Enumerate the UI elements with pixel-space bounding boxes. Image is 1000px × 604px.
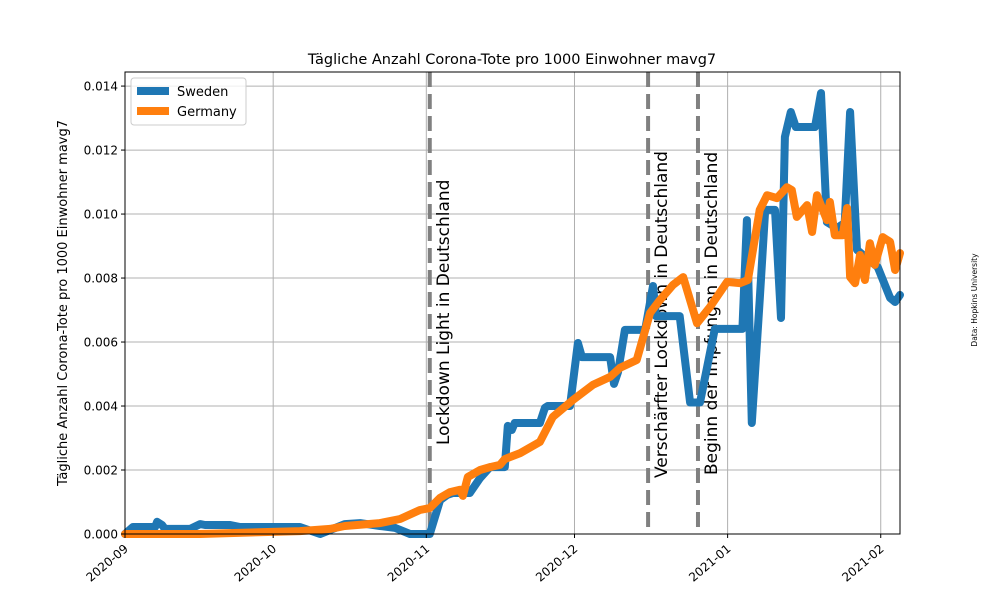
y-tick-label: 0.000 xyxy=(84,528,118,542)
y-tick-label: 0.014 xyxy=(84,80,118,94)
event-label: Beginn der Impfungen in Deutschland xyxy=(702,152,722,475)
y-axis-label: Tägliche Anzahl Corona-Tote pro 1000 Ein… xyxy=(56,120,71,487)
legend: Sweden Germany xyxy=(130,77,247,126)
x-tick-label: 2020-10 xyxy=(232,542,279,585)
event-lines: Lockdown Light in Deutschland Verschärfte… xyxy=(427,72,722,534)
series-lines xyxy=(121,89,904,538)
axis-ticks: 2020-09 2020-10 2020-11 2020-12 2021-01 2021-… xyxy=(84,80,887,585)
chart-title: Tägliche Anzahl Corona-Tote pro 1000 Ein… xyxy=(307,52,716,68)
y-tick-label: 0.002 xyxy=(84,464,118,478)
x-tick-label: 2021-02 xyxy=(839,542,886,585)
y-tick-label: 0.010 xyxy=(84,208,118,222)
event-label: Lockdown Light in Deutschland xyxy=(434,180,454,445)
legend-label: Sweden xyxy=(177,85,228,100)
legend-label: Germany xyxy=(177,105,237,120)
source-note: Data: Hopkins University xyxy=(970,253,979,347)
series-line-sweden xyxy=(121,89,904,538)
x-tick-label: 2020-09 xyxy=(84,542,131,585)
y-tick-label: 0.012 xyxy=(84,144,118,158)
x-tick-label: 2020-12 xyxy=(533,542,580,585)
x-tick-label: 2020-11 xyxy=(385,542,432,585)
plot-frame xyxy=(124,71,901,535)
x-tick-label: 2021-01 xyxy=(686,542,733,585)
series-line-germany xyxy=(121,183,904,538)
y-tick-label: 0.008 xyxy=(84,272,118,286)
y-tick-label: 0.006 xyxy=(84,336,118,350)
y-tick-label: 0.004 xyxy=(84,400,118,414)
grid xyxy=(124,72,900,535)
